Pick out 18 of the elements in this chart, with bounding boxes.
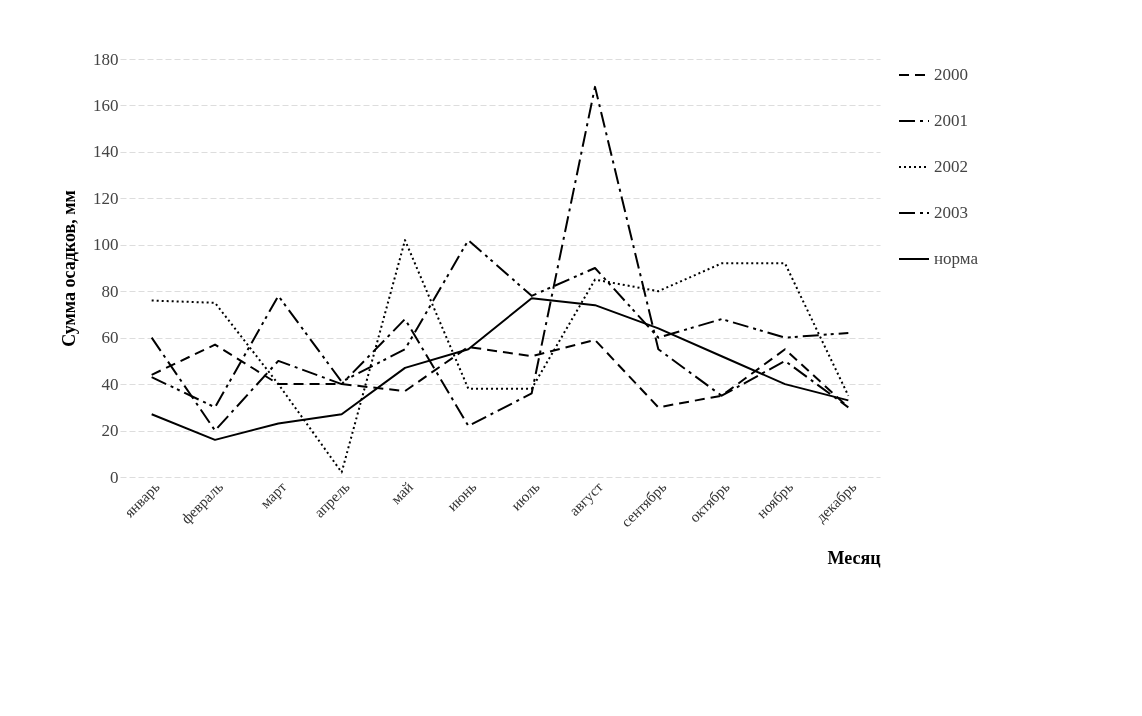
y-tick-label: 80 xyxy=(101,281,119,301)
y-tick-label: 140 xyxy=(93,142,119,162)
y-tick-label: 40 xyxy=(101,374,119,394)
y-tick-label: 160 xyxy=(93,95,119,115)
y-tick-label: 100 xyxy=(93,235,119,255)
x-axis-title: Месяц xyxy=(827,548,882,569)
legend-label: 2000 xyxy=(934,65,968,84)
legend-label: 2003 xyxy=(934,203,968,222)
y-tick-label: 0 xyxy=(110,467,119,487)
y-tick-label: 120 xyxy=(93,188,119,208)
x-tick-label: май xyxy=(387,478,417,508)
legend-label: 2001 xyxy=(934,111,968,130)
y-tick-label: 20 xyxy=(101,421,119,441)
y-tick-label: 60 xyxy=(101,328,119,348)
y-axis-title: Сумма осадков, мм xyxy=(59,190,79,347)
legend-label: 2002 xyxy=(934,157,968,176)
y-tick-label: 180 xyxy=(93,49,119,69)
legend-label: норма xyxy=(934,249,979,268)
